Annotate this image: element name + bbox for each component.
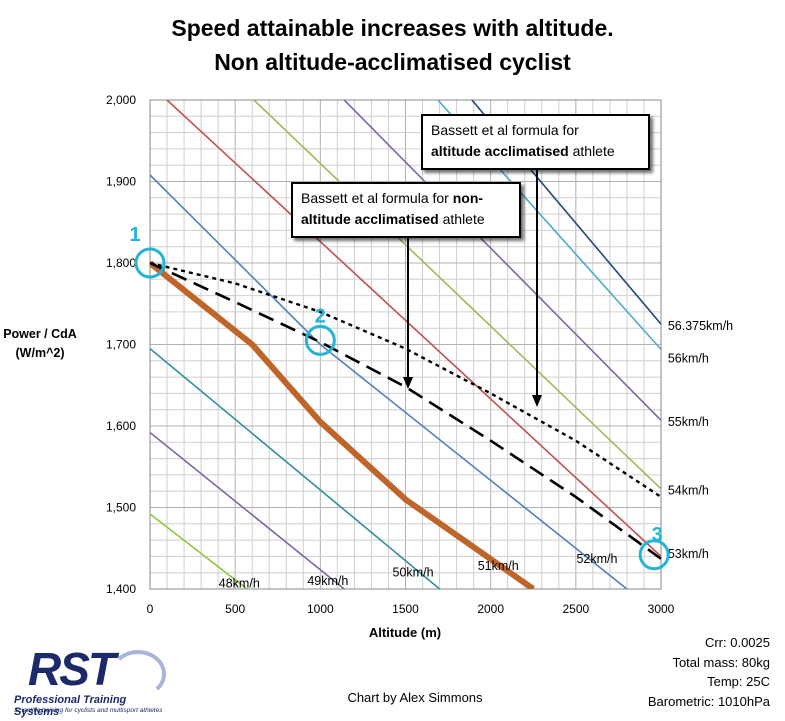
logo-mark: RST [28,643,116,695]
callout-acclimatised: Bassett et al formula for altitude accli… [421,114,650,170]
callout-non-acclimatised: Bassett et al formula for non- altitude … [291,182,521,238]
model-parameters: Crr: 0.0025 Total mass: 80kg Temp: 25C B… [600,633,770,711]
param-crr: Crr: 0.0025 [704,635,770,650]
callout-2-part-1: Bassett et al formula for [431,122,579,138]
y-tick-label: 1,700 [106,338,136,352]
rst-logo: RST Professional Training Systems Scient… [14,643,174,718]
iso-speed-line-53kmh [166,100,661,557]
iso-speed-label: 51km/h [478,559,519,573]
y-tick-label: 1,900 [106,175,136,189]
chart-credit: Chart by Alex Simmons [347,690,483,705]
param-baro: Barometric: 1010hPa [647,693,770,709]
x-tick-label: 2000 [477,602,504,616]
x-tick-label: 2500 [562,602,589,616]
y-axis-label: Power / CdA (W/m^2) [2,325,78,363]
iso-speed-line-55kmh [343,100,661,421]
iso-speed-label: 48km/h [219,576,260,590]
iso-speed-label: 50km/h [393,566,434,580]
callout-2-arrowhead [532,395,542,407]
callout-1-arrowhead [403,377,413,389]
iso-speed-label: 49km/h [307,574,348,588]
iso-speed-label: 55km/h [668,415,709,429]
y-tick-label: 1,600 [106,419,136,433]
iso-speed-label: 53km/h [668,547,709,561]
x-tick-label: 1500 [392,602,419,616]
callout-2-part-2: altitude acclimatised [431,143,569,159]
x-tick-label: 0 [147,602,154,616]
callout-1-part-4: athlete [438,211,485,227]
callout-1-part-2: non- [452,190,484,206]
callout-1-part-1: Bassett et al formula for [301,190,453,206]
iso-speed-label: 54km/h [668,483,709,497]
x-tick-label: 3000 [648,602,675,616]
marker-circle-3 [638,539,670,571]
chart-title-line-2: Non altitude-acclimatised cyclist [214,49,571,75]
iso-speed-line-51kmh [150,260,536,589]
chart-title-line-1: Speed attainable increases with altitude… [171,15,614,41]
x-tick-label: 1000 [307,602,334,616]
y-tick-label: 1,500 [106,501,136,515]
y-axis-label-text: Power / CdA (W/m^2) [3,327,77,360]
param-mass: Total mass: 80kg [672,654,770,670]
cyclist-swoosh-icon [110,650,166,698]
iso-speed-line-49kmh [150,431,345,589]
iso-speed-line-48kmh [150,513,248,589]
iso-speed-line-54kmh [253,100,661,490]
marker-number-1: 1 [129,224,140,246]
bassett-series-non-acclimatised [149,261,662,560]
callout-1-part-3: altitude acclimatised [301,211,439,227]
iso-speed-line-52kmh [150,174,628,589]
x-axis-label: Altitude (m) [368,625,442,640]
y-tick-label: 1,400 [106,582,136,596]
y-tick-label: 1,800 [106,256,136,270]
logo-company-name: Professional Training Systems [14,694,127,718]
iso-speed-label: 56.375km/h [668,319,733,333]
y-tick-label: 2,000 [106,93,136,107]
iso-speed-lines [150,100,661,589]
iso-speed-label: 52km/h [576,552,617,566]
x-tick-label: 500 [225,602,245,616]
marker-number-3: 3 [652,524,663,546]
iso-speed-label: 56km/h [668,351,709,365]
marker-circle-2 [304,324,336,356]
marker-circle-1 [134,247,166,279]
iso-speed-line-50kmh [150,347,441,589]
param-temp: Temp: 25C [707,674,770,689]
callout-2-part-3: athlete [568,143,615,159]
plot-border [149,99,662,590]
logo-tagline: Scientific training for cyclists and mul… [14,707,163,714]
marker-number-2: 2 [315,305,326,327]
